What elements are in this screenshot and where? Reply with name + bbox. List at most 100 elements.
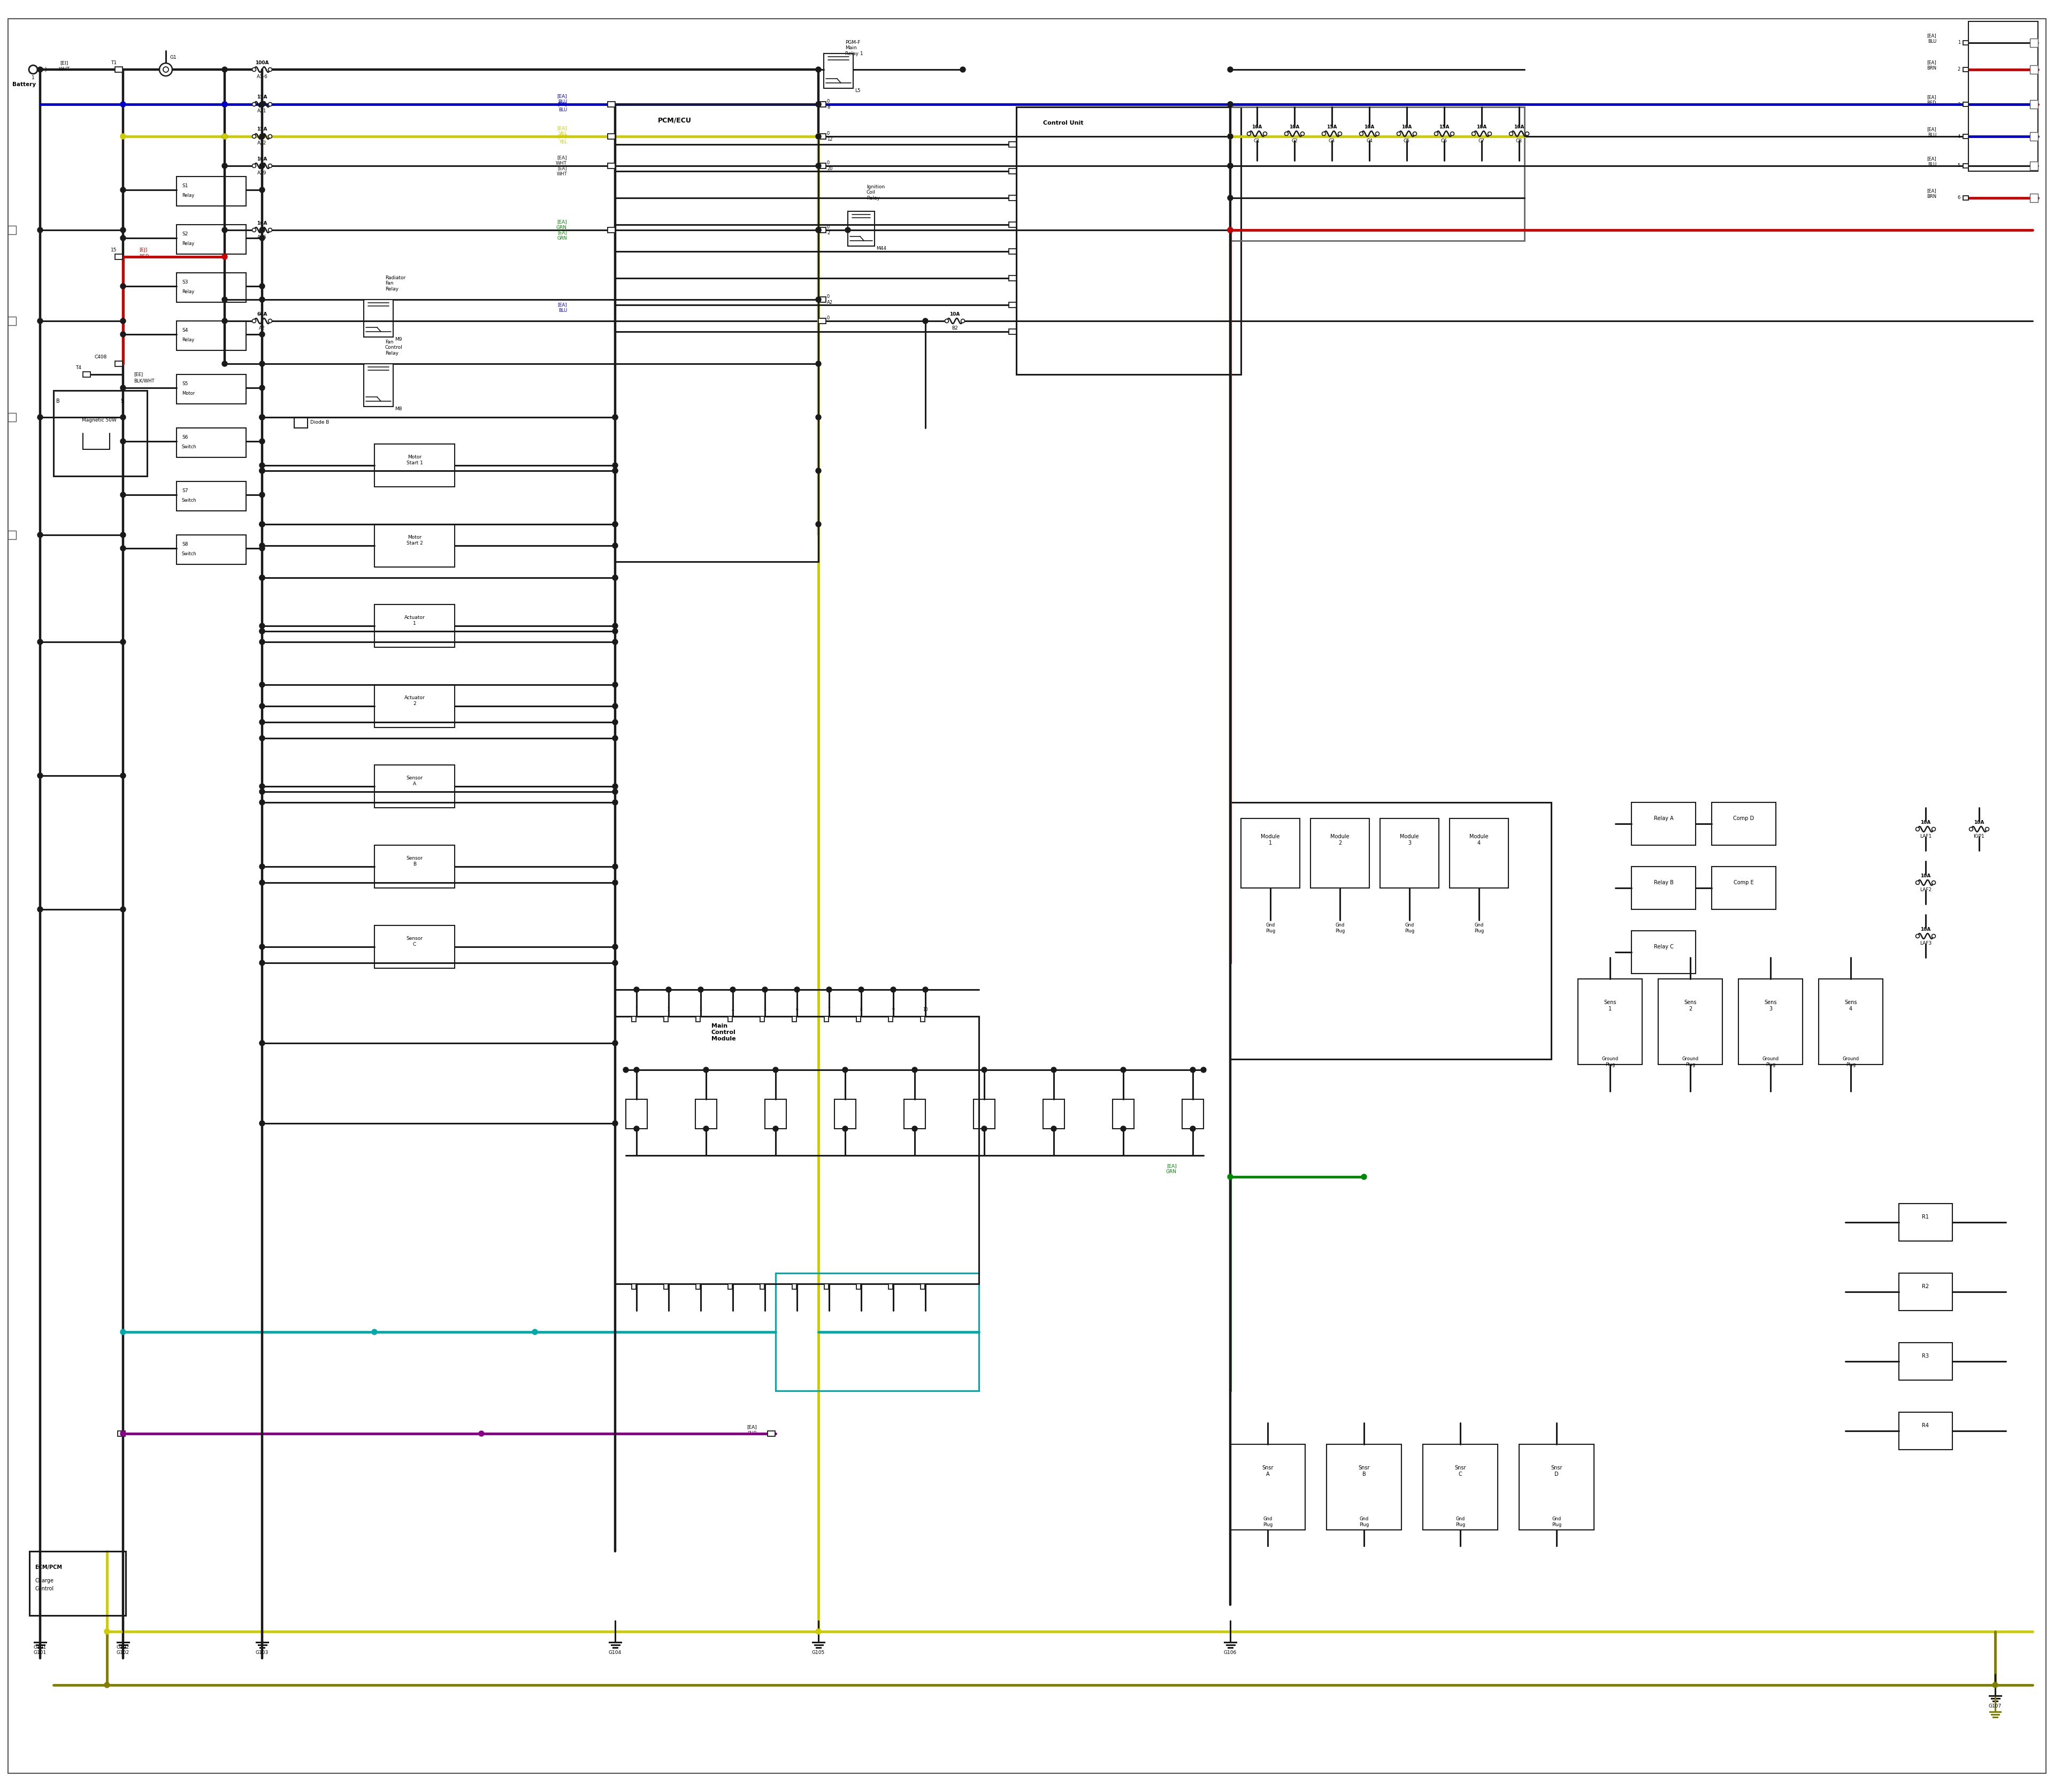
Text: 3: 3 (700, 1007, 702, 1012)
Bar (1009, 249, 1017, 254)
Text: Switch: Switch (183, 498, 197, 502)
Circle shape (1487, 133, 1491, 136)
Text: Control: Control (35, 1586, 53, 1591)
Bar (1310, 819, 1370, 889)
Bar (857, 1283, 861, 1288)
Circle shape (1228, 102, 1232, 108)
Circle shape (1247, 133, 1251, 136)
Text: Snsr
A: Snsr A (1261, 1466, 1273, 1477)
Circle shape (222, 163, 228, 168)
Circle shape (1202, 1068, 1206, 1073)
Circle shape (222, 134, 228, 140)
Text: Snsr
D: Snsr D (1551, 1466, 1563, 1477)
Bar (920, 1016, 924, 1021)
Text: C8: C8 (1516, 138, 1522, 143)
Circle shape (982, 1068, 986, 1073)
Circle shape (612, 414, 618, 419)
Bar (29, 1552, 125, 1615)
Circle shape (121, 134, 125, 140)
Text: M44: M44 (877, 246, 887, 251)
Circle shape (612, 783, 618, 788)
Text: R1: R1 (1923, 1215, 1929, 1220)
Circle shape (1228, 1174, 1232, 1179)
Text: G101: G101 (33, 1645, 47, 1650)
Bar (2029, 65, 2038, 73)
Bar (177, 272, 246, 303)
Text: S7: S7 (183, 489, 189, 493)
Text: 16A: 16A (257, 220, 267, 226)
Text: 1: 1 (1957, 41, 1960, 45)
Text: M9: M9 (394, 337, 403, 342)
Bar (889, 1283, 893, 1288)
Text: IGP1: IGP1 (1974, 833, 1984, 839)
Circle shape (959, 66, 965, 72)
Bar (1009, 195, 1017, 201)
Text: 10A: 10A (1251, 124, 1263, 129)
Circle shape (1413, 133, 1417, 136)
Circle shape (162, 66, 168, 72)
Text: Ground
Plug: Ground Plug (1762, 1057, 1779, 1066)
Text: R2: R2 (1923, 1283, 1929, 1288)
Circle shape (912, 1125, 918, 1131)
Text: G102: G102 (117, 1645, 129, 1650)
Text: Gnd
Plug: Gnd Plug (1475, 923, 1483, 934)
Text: T1: T1 (111, 61, 117, 65)
Circle shape (815, 521, 822, 527)
Text: 10A: 10A (1920, 819, 1931, 824)
Bar (1631, 803, 1697, 846)
Text: 0
12: 0 12 (828, 131, 832, 142)
Text: Magnetic 50W: Magnetic 50W (82, 418, 117, 423)
Text: [EA]
BRN: [EA] BRN (1927, 61, 1937, 70)
Bar (824, 1283, 828, 1288)
Bar (1009, 330, 1017, 335)
Text: S5: S5 (183, 382, 189, 387)
Text: Gnd
Plug: Gnd Plug (1265, 923, 1276, 934)
Text: 60A: 60A (257, 312, 267, 317)
Circle shape (612, 640, 618, 645)
Circle shape (945, 319, 949, 323)
Circle shape (269, 319, 271, 323)
Text: G106: G106 (1224, 1650, 1237, 1656)
Circle shape (372, 1330, 378, 1335)
Circle shape (1450, 133, 1454, 136)
Text: S3: S3 (183, 280, 189, 285)
Circle shape (1337, 133, 1341, 136)
Bar (727, 1283, 733, 1288)
Circle shape (259, 880, 265, 885)
Bar (115, 360, 123, 366)
Text: [EA]
BLU: [EA] BLU (557, 102, 567, 113)
Circle shape (121, 439, 125, 444)
Circle shape (1992, 1683, 1999, 1688)
Text: [EA]
BLU: [EA] BLU (557, 93, 567, 104)
Circle shape (259, 783, 265, 788)
Bar (626, 1098, 647, 1129)
Text: Sensor
A: Sensor A (407, 776, 423, 787)
Text: LAF3: LAF3 (1920, 941, 1931, 946)
Bar (374, 685, 454, 728)
Circle shape (259, 521, 265, 527)
Bar (614, 104, 817, 561)
Bar (1043, 1098, 1064, 1129)
Text: 7: 7 (828, 1007, 830, 1012)
Circle shape (635, 1068, 639, 1073)
Circle shape (121, 332, 125, 337)
Circle shape (1362, 1174, 1366, 1179)
Circle shape (259, 360, 265, 366)
Text: [EA]
WHT: [EA] WHT (557, 156, 567, 165)
Circle shape (612, 468, 618, 473)
Circle shape (612, 575, 618, 581)
Bar (817, 134, 826, 140)
Circle shape (253, 102, 257, 106)
Text: Diode B: Diode B (310, 419, 329, 425)
Bar (374, 846, 454, 889)
Circle shape (612, 624, 618, 629)
Bar (1738, 978, 1803, 1064)
Text: 0: 0 (828, 315, 830, 326)
Circle shape (612, 575, 618, 581)
Text: 2: 2 (1011, 168, 1013, 174)
Text: C1: C1 (1253, 138, 1261, 143)
Bar (1964, 41, 1968, 45)
Text: C5: C5 (1403, 138, 1409, 143)
Text: Motor
Start 2: Motor Start 2 (407, 536, 423, 545)
Circle shape (222, 66, 228, 72)
